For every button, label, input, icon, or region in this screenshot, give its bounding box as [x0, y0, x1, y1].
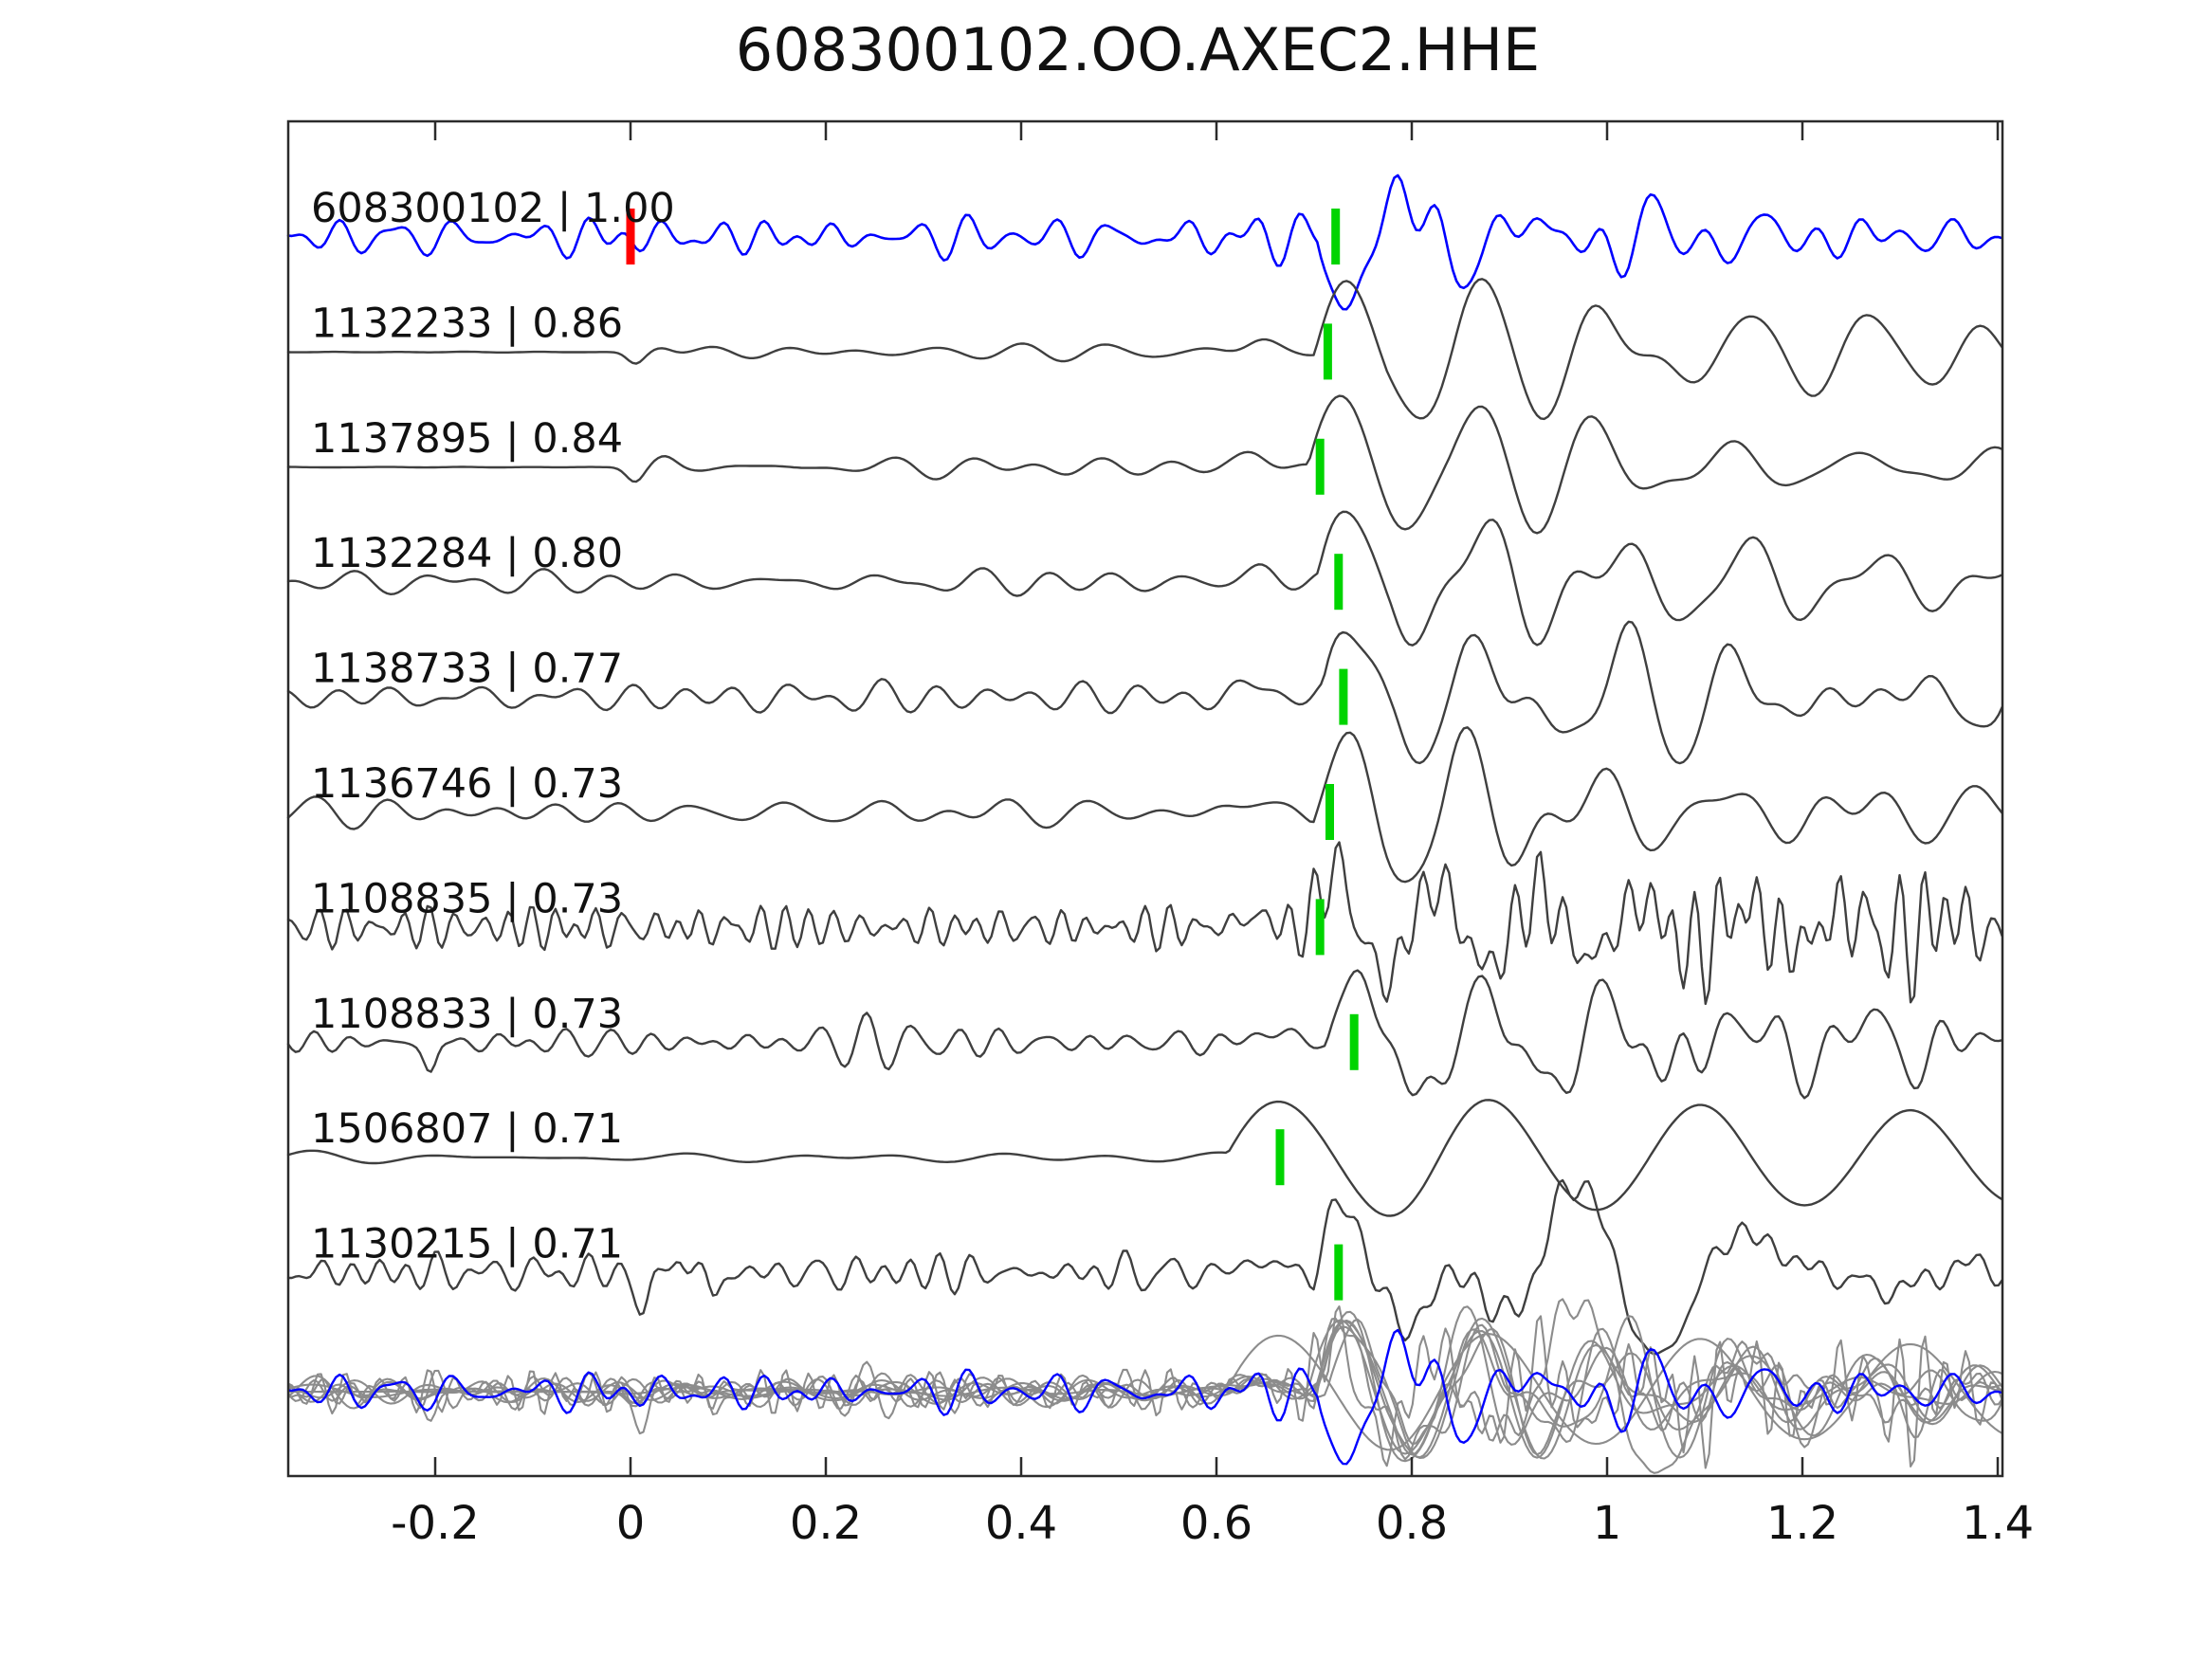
phase-pick-1506807: [1275, 1129, 1285, 1186]
trace-label-1138733: 1138733 | 0.77: [311, 646, 623, 693]
overlay-waveform-1132284: [287, 1320, 2002, 1456]
phase-pick-1138733: [1339, 668, 1348, 725]
x-axis-tick-label: -0.2: [391, 1497, 480, 1550]
trace-label-1132233: 1132233 | 0.86: [311, 300, 623, 347]
overlay-waveform-1506807: [287, 1333, 2003, 1451]
phase-pick-1108835: [1315, 899, 1325, 956]
plot-border: [286, 119, 2004, 1478]
x-axis-tick-label: 0.6: [1180, 1497, 1252, 1550]
trace-label-1137895: 1137895 | 0.84: [311, 415, 623, 463]
trace-label-1130215: 1130215 | 0.71: [311, 1221, 623, 1268]
x-axis-tick-label: 0.2: [790, 1497, 862, 1550]
trace-label-1506807: 1506807 | 0.71: [311, 1105, 623, 1153]
x-axis-tick-label: 0: [616, 1497, 646, 1550]
x-axis-tick-label: 1: [1593, 1497, 1622, 1550]
overlay-template-waveform: [287, 1328, 2002, 1466]
waveform-1136746: [286, 726, 2003, 884]
trace-label-1108835: 1108835 | 0.73: [311, 875, 623, 922]
trace-label-608300102: 608300102 | 1.00: [311, 185, 675, 232]
waveform-1130215: [286, 1178, 2003, 1356]
waveform-608300102: [286, 173, 2003, 311]
phase-pick-1132233: [1323, 323, 1332, 380]
waveform-1137895: [286, 394, 2003, 535]
x-axis-tick-label: 0.8: [1376, 1497, 1448, 1550]
phase-pick-1108833: [1349, 1013, 1359, 1070]
waveform-1132233: [286, 278, 2003, 421]
phase-pick-1132284: [1334, 554, 1344, 611]
figure-title: 608300102.OO.AXEC2.HHE: [736, 15, 1540, 84]
phase-pick-1130215: [1334, 1244, 1344, 1301]
phase-pick-1136746: [1325, 784, 1334, 840]
x-axis-tick-label: 0.4: [985, 1497, 1057, 1550]
waveform-1138733: [286, 620, 2003, 765]
trace-label-1108833: 1108833 | 0.73: [311, 991, 623, 1038]
phase-pick-608300102: [1331, 209, 1341, 264]
overlay-waveform-1108833: [287, 1318, 2002, 1449]
trace-label-1136746: 1136746 | 0.73: [311, 760, 623, 808]
x-axis-tick-label: 1.4: [1962, 1497, 2034, 1550]
trace-label-1132284: 1132284 | 0.80: [311, 530, 623, 577]
waveform-1108833: [286, 969, 2003, 1100]
x-axis-tick-label: 1.2: [1766, 1497, 1838, 1550]
waveform-1506807: [286, 1099, 2003, 1217]
phase-pick-1137895: [1315, 438, 1325, 495]
waveform-1108835: [286, 841, 2003, 1006]
template-origin-pick-608300102: [626, 209, 635, 264]
waveform-1132284: [286, 510, 2003, 647]
